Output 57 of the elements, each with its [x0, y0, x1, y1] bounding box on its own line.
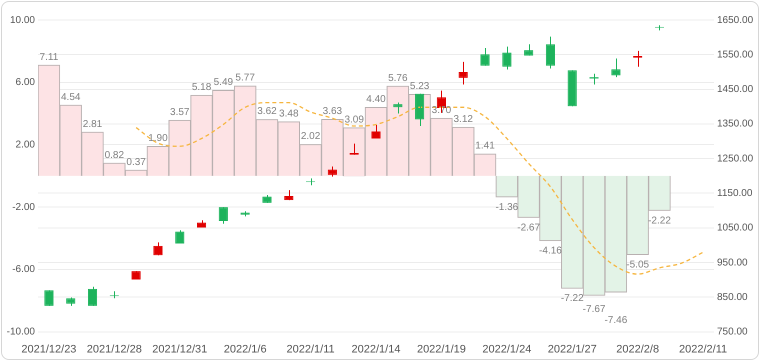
y-tick-label: -6.00 [12, 264, 36, 276]
y2-tick-label: 950.00 [717, 257, 748, 268]
data-label: 3.48 [279, 108, 299, 120]
y2-tick-label: 750.00 [717, 326, 748, 338]
y-tick-label: 10.00 [10, 14, 36, 26]
data-label: 2.02 [300, 131, 321, 142]
data-label: 5.49 [214, 77, 234, 88]
x-tick-label: 2022/1/14 [352, 343, 400, 356]
y-tick-label: 2.00 [16, 139, 36, 150]
data-label: 4.40 [366, 94, 386, 106]
y2-tick-label: 1050.00 [717, 222, 754, 234]
data-label: -7.46 [604, 315, 628, 326]
candlestick [328, 166, 337, 178]
candlestick [66, 297, 76, 306]
y-tick-label: -10.00 [6, 326, 36, 338]
data-label: -2.67 [517, 222, 540, 234]
data-label: 1.90 [148, 133, 168, 144]
data-label: 5.77 [235, 72, 256, 84]
data-label: 4.54 [60, 92, 81, 103]
x-tick-label: 2022/1/27 [548, 343, 597, 356]
candlestick [568, 70, 577, 107]
data-label: 3.57 [170, 106, 190, 118]
y2-tick-label: 1650.00 [717, 14, 754, 26]
data-label: -7.22 [560, 293, 584, 304]
data-label: 2.81 [82, 118, 103, 130]
data-label: 0.82 [104, 150, 124, 161]
data-label: -7.67 [582, 304, 606, 316]
data-label: 5.76 [388, 72, 408, 84]
data-label: 5.23 [410, 81, 430, 92]
x-tick-label: 2022/1/24 [482, 343, 532, 356]
candlestick [458, 61, 468, 85]
data-label: 3.12 [453, 114, 474, 126]
data-label: -2.22 [648, 215, 672, 226]
y-tick-label: -2.00 [12, 202, 36, 213]
x-tick-label: 2022/1/19 [416, 343, 466, 356]
y2-tick-label: 1250.00 [717, 153, 754, 164]
y2-tick-label: 1550.00 [717, 49, 754, 60]
data-label: 5.18 [192, 82, 212, 93]
x-tick-label: 2022/2/8 [616, 343, 660, 356]
y2-tick-label: 850.00 [717, 292, 748, 303]
x-tick-label: 2022/1/6 [224, 343, 267, 356]
x-tick-label: 2021/12/23 [21, 343, 76, 356]
candlestick [393, 102, 402, 114]
data-label: 3.63 [322, 106, 343, 118]
y2-tick-label: 1450.00 [717, 84, 754, 96]
x-tick-label: 2022/2/11 [679, 343, 728, 356]
y2-tick-label: 1350.00 [717, 118, 754, 130]
y2-tick-label: 1150.00 [717, 188, 753, 199]
data-label: 3.09 [344, 114, 364, 126]
data-label: 7.11 [40, 52, 59, 63]
x-tick-label: 2022/1/11 [286, 343, 335, 356]
x-tick-label: 2021/12/31 [152, 343, 208, 356]
data-label: 3.62 [257, 106, 278, 118]
data-label: 0.37 [126, 156, 146, 168]
data-label: 1.41 [475, 140, 496, 152]
y-tick-label: 6.00 [16, 77, 36, 88]
x-tick-label: 2021/12/28 [86, 343, 142, 356]
